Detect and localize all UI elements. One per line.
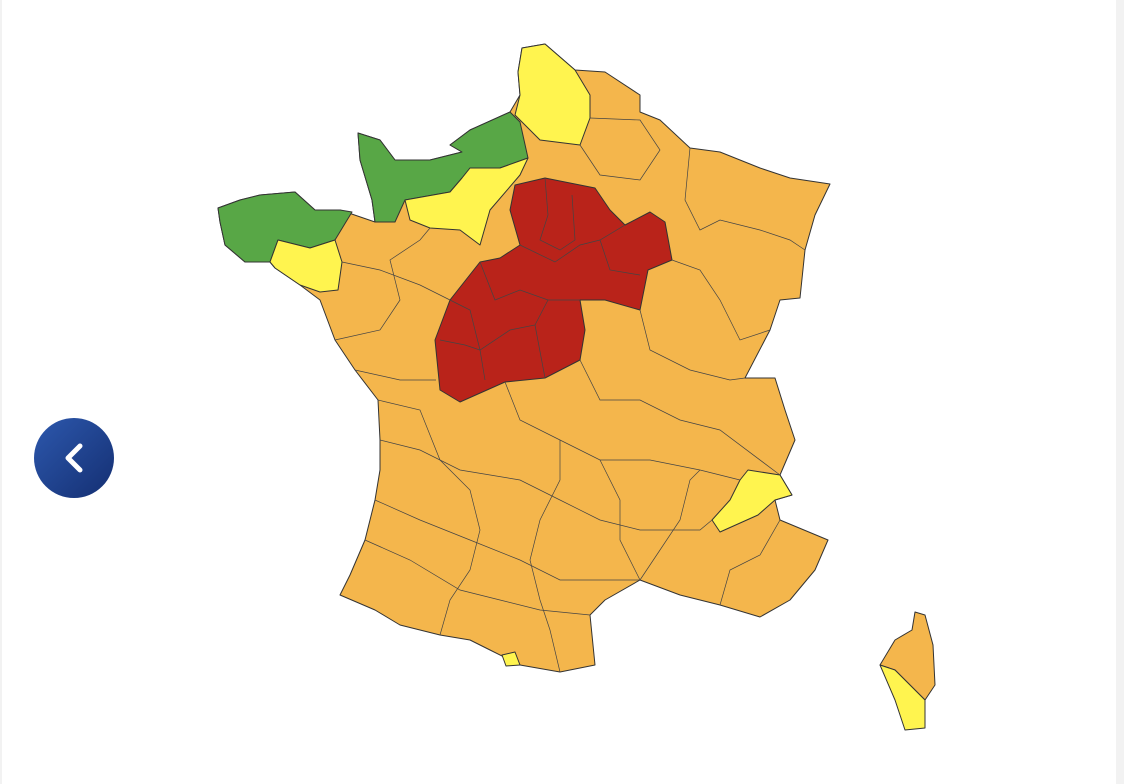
chevron-left-icon: [65, 443, 83, 473]
scrollbar-track[interactable]: [1116, 0, 1124, 784]
department-borders: [334, 117, 806, 673]
zone-morbihan[interactable]: [269, 239, 343, 293]
zone-corse-sud[interactable]: [879, 664, 926, 731]
zone-pyrenees-small[interactable]: [501, 651, 521, 667]
zone-hautes-alpes[interactable]: [711, 469, 793, 533]
previous-button[interactable]: [34, 418, 114, 498]
left-edge: [0, 0, 2, 784]
